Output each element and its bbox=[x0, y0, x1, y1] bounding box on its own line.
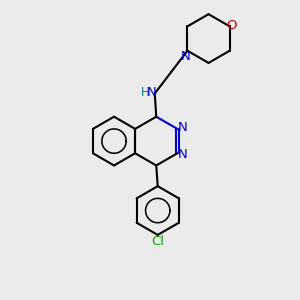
Text: O: O bbox=[226, 19, 236, 32]
Text: N: N bbox=[178, 148, 188, 161]
Text: N: N bbox=[147, 85, 157, 98]
Text: H: H bbox=[141, 85, 150, 98]
Text: N: N bbox=[178, 121, 188, 134]
Text: Cl: Cl bbox=[151, 235, 164, 248]
Text: N: N bbox=[181, 50, 191, 63]
